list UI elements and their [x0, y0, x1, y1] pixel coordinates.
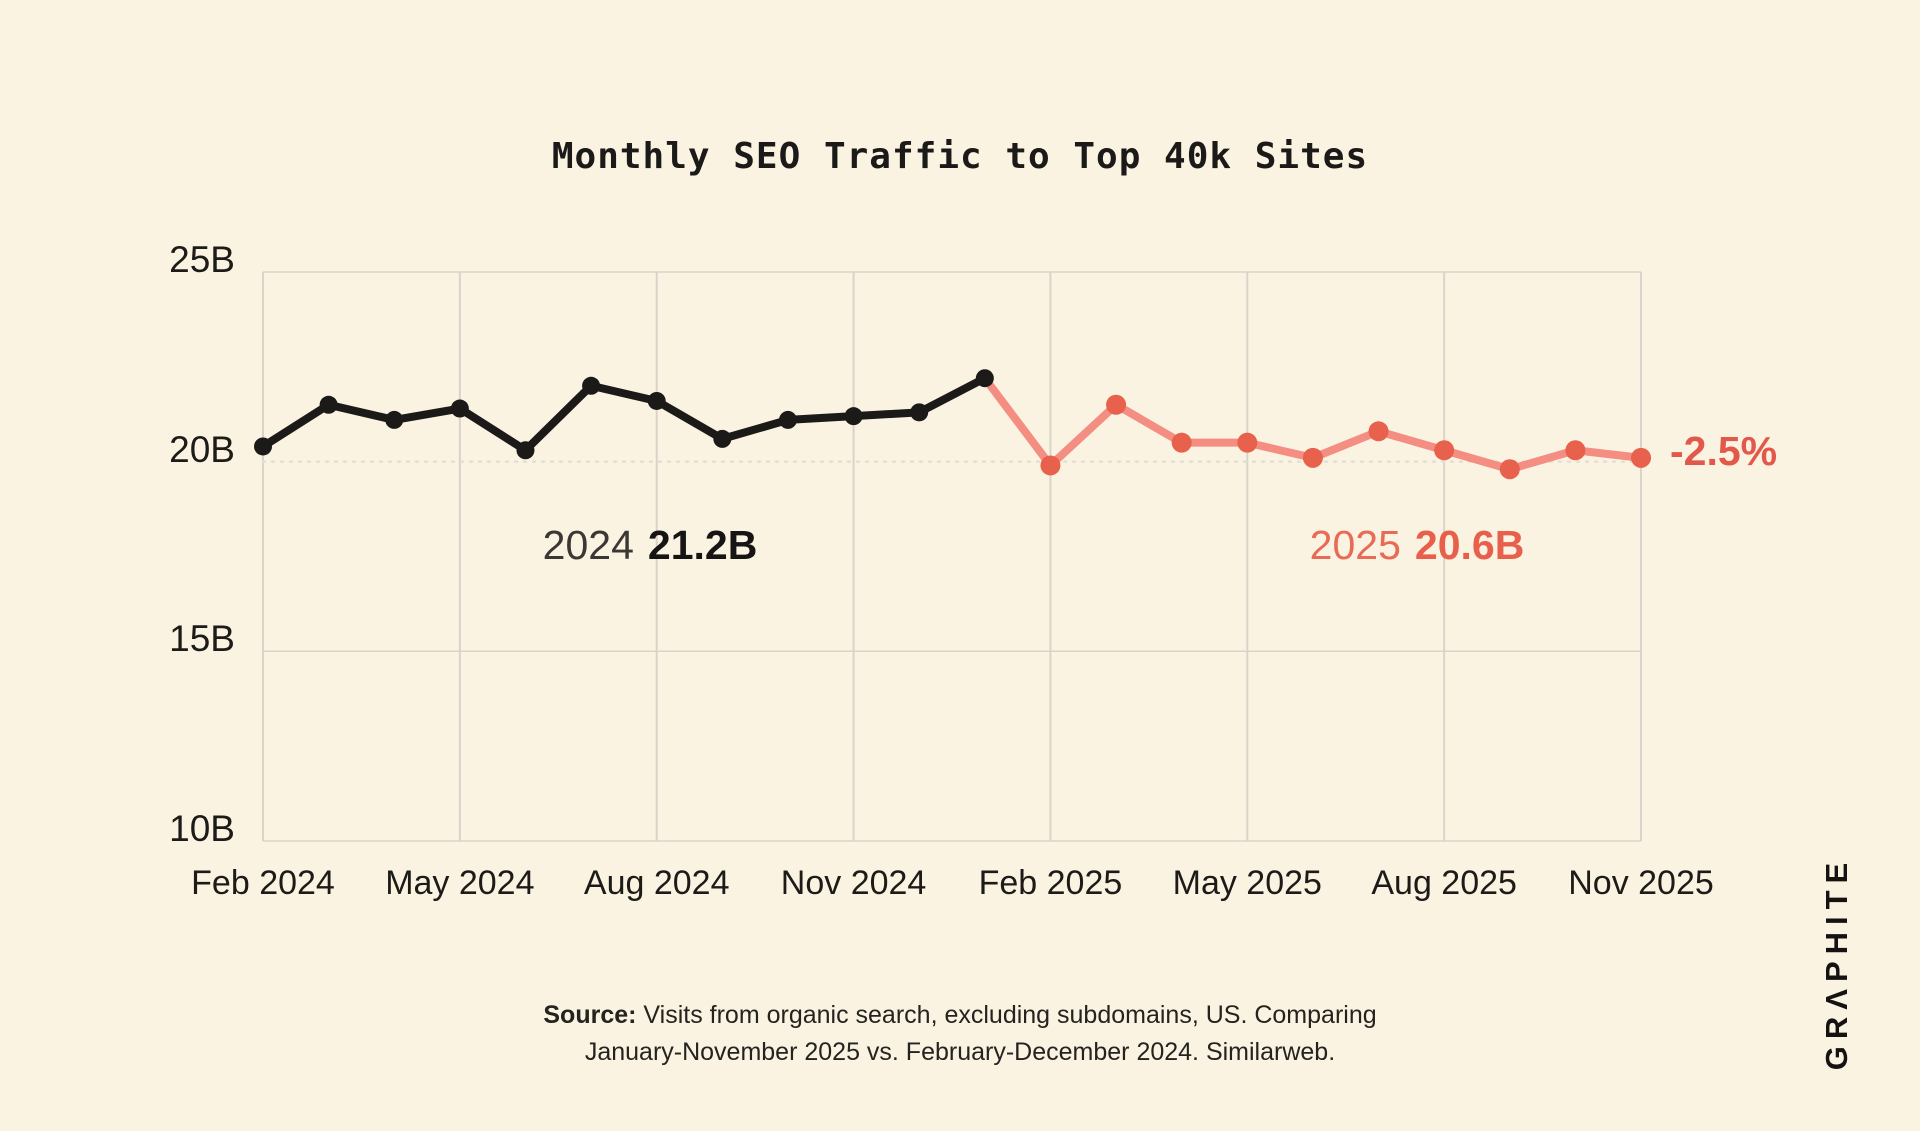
x-tick-label: Aug 2025: [1371, 864, 1517, 902]
x-tick-label: Nov 2025: [1568, 864, 1714, 902]
y-tick-label: 10B: [169, 807, 235, 849]
x-tick-label: May 2024: [385, 864, 535, 902]
source-note: Source: Visits from organic search, excl…: [0, 997, 1920, 1071]
pct-change-label: -2.5%: [1670, 428, 1778, 474]
annotation-2024-year: 2024: [542, 522, 634, 568]
chart-title: Monthly SEO Traffic to Top 40k Sites: [551, 136, 1369, 177]
data-point-2024: [319, 395, 338, 414]
data-point-2024: [582, 376, 601, 395]
data-point-2024: [778, 410, 797, 429]
x-tick-label: Feb 2025: [978, 864, 1123, 902]
data-point-2025: [1499, 459, 1520, 480]
average-annotation-2024: 2024 21.2B: [420, 521, 880, 569]
x-tick-label: Nov 2024: [780, 864, 927, 902]
data-point-2024: [713, 429, 732, 448]
data-point-2025: [1237, 432, 1258, 453]
data-point-2024: [975, 369, 994, 388]
y-tick-label: 15B: [169, 618, 235, 660]
average-annotation-2025: 2025 20.6B: [1187, 521, 1647, 569]
data-point-2024: [450, 399, 469, 418]
data-point-2025: [1631, 447, 1652, 468]
x-tick-label: Feb 2024: [191, 864, 335, 902]
line-2024: [259, 374, 989, 455]
graphite-logo: GRΛPHITE: [1819, 855, 1854, 1071]
data-point-2024: [844, 407, 863, 426]
data-point-2024: [385, 410, 404, 429]
y-tick-label: 20B: [169, 428, 235, 470]
source-line-1: Source: Visits from organic search, excl…: [0, 997, 1920, 1034]
y-tick-label: 25B: [169, 239, 235, 280]
source-label: Source:: [543, 1001, 637, 1029]
data-point-2025: [1565, 440, 1586, 461]
data-point-2025: [1106, 394, 1127, 415]
data-point-2025: [1040, 455, 1061, 476]
annotation-2025-value: 20.6B: [1414, 522, 1525, 568]
data-point-2025: [1368, 421, 1389, 442]
data-point-2025: [1171, 432, 1192, 453]
source-text-1: Visits from organic search, excluding su…: [643, 1001, 1377, 1029]
data-point-2024: [254, 437, 272, 456]
data-point-2024: [647, 391, 666, 410]
source-line-2: January-November 2025 vs. February-Decem…: [584, 1038, 1336, 1066]
data-point-2024: [910, 403, 929, 422]
annotation-2025-year: 2025: [1309, 522, 1401, 568]
data-point-2025: [1302, 447, 1323, 468]
data-point-2024: [516, 441, 535, 460]
x-tick-label: Aug 2024: [583, 864, 730, 902]
x-tick-label: May 2025: [1172, 864, 1322, 902]
data-point-2025: [1434, 440, 1455, 461]
annotation-2024-value: 21.2B: [647, 522, 758, 568]
